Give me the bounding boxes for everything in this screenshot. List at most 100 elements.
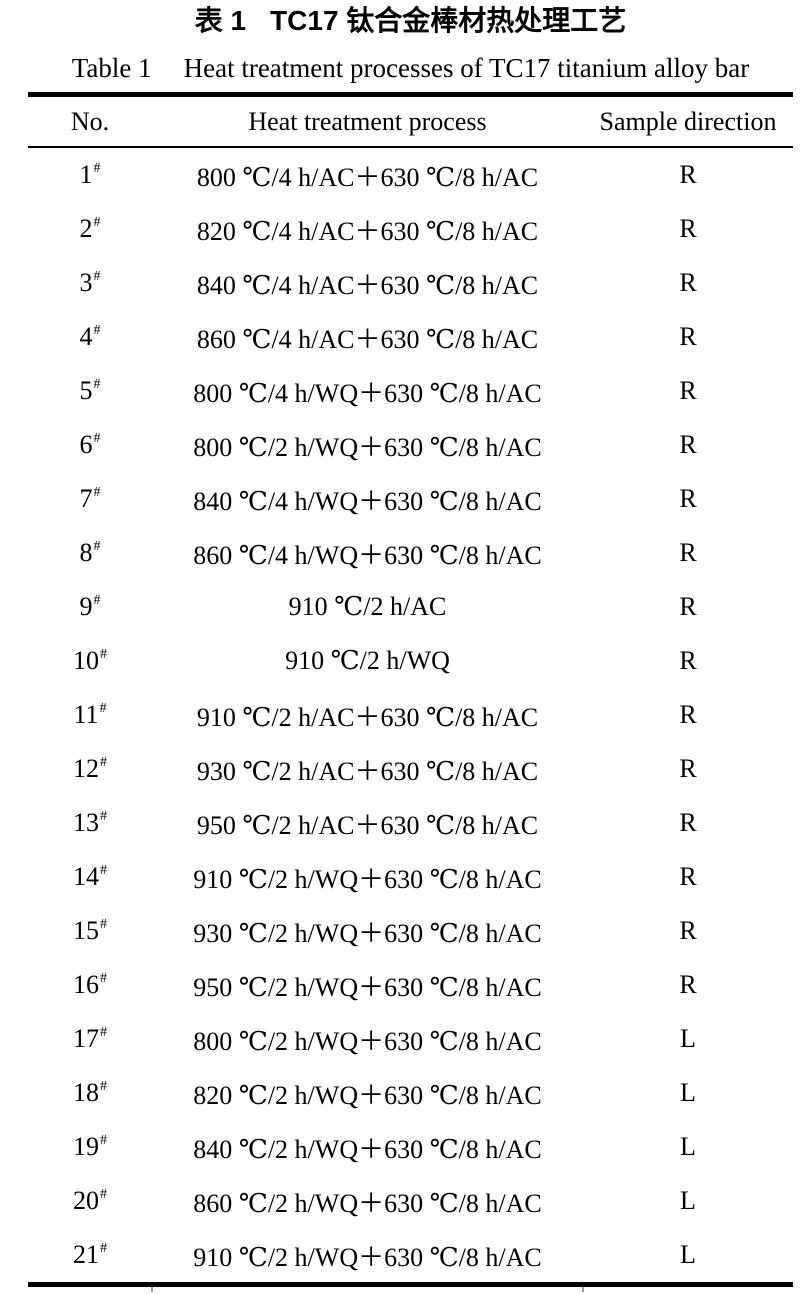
direction-cell: R [679, 484, 697, 513]
row-number-cell: 9# [28, 592, 152, 622]
row-number: 8 [79, 538, 93, 567]
row-number-cell: 19# [28, 1132, 152, 1162]
table-row: 12# 930 ℃/2 h/AC＋630 ℃/8 h/AC R [28, 742, 793, 796]
row-number-hash-mark: # [100, 1079, 107, 1094]
direction-cell: R [679, 322, 697, 351]
row-number-cell: 6# [28, 430, 152, 460]
direction-cell: R [679, 160, 697, 189]
row-number-cell: 16# [28, 970, 152, 1000]
row-number-cell: 4# [28, 322, 152, 352]
column-divider-tick [582, 1287, 584, 1292]
process-cell: 910 ℃/2 h/WQ [285, 646, 450, 675]
process-cell: 800 ℃/2 h/WQ＋630 ℃/8 h/AC [193, 1026, 542, 1056]
row-number-cell: 13# [28, 808, 152, 838]
process-cell: 800 ℃/4 h/WQ＋630 ℃/8 h/AC [193, 378, 542, 408]
process-cell: 820 ℃/4 h/AC＋630 ℃/8 h/AC [196, 216, 539, 246]
data-table: No. Heat treatment process Sample direct… [28, 92, 793, 1287]
caption-en-text: Heat treatment processes of TC17 titaniu… [183, 53, 750, 83]
process-cell: 950 ℃/2 h/WQ＋630 ℃/8 h/AC [193, 972, 542, 1002]
row-number: 2 [79, 214, 93, 243]
row-number-hash-mark: # [93, 377, 101, 392]
row-number-hash-mark: # [99, 701, 107, 716]
row-number-cell: 7# [28, 484, 152, 514]
row-number-hash-mark: # [93, 593, 101, 608]
col-header-no: No. [70, 106, 110, 136]
column-divider-tick [151, 1287, 153, 1292]
row-number-hash-mark: # [100, 1187, 107, 1202]
row-number: 13 [73, 808, 99, 837]
process-cell: 910 ℃/2 h/WQ＋630 ℃/8 h/AC [193, 1242, 542, 1272]
table-caption-zh: 表 1 TC17 钛合金棒材热处理工艺 [28, 2, 793, 40]
process-cell: 840 ℃/4 h/AC＋630 ℃/8 h/AC [196, 270, 539, 300]
table-row: 10# 910 ℃/2 h/WQ R [28, 634, 793, 688]
table-row: 6# 800 ℃/2 h/WQ＋630 ℃/8 h/AC R [28, 418, 793, 472]
direction-cell: L [680, 1024, 696, 1053]
caption-zh-text: TC17 钛合金棒材热处理工艺 [270, 5, 627, 36]
table-row: 21# 910 ℃/2 h/WQ＋630 ℃/8 h/AC L [28, 1228, 793, 1282]
process-cell: 860 ℃/2 h/WQ＋630 ℃/8 h/AC [193, 1188, 542, 1218]
table-row: 19# 840 ℃/2 h/WQ＋630 ℃/8 h/AC L [28, 1120, 793, 1174]
row-number: 15 [73, 916, 99, 945]
row-number: 11 [73, 700, 99, 729]
row-number-cell: 18# [28, 1078, 152, 1108]
table-row: 3# 840 ℃/4 h/AC＋630 ℃/8 h/AC R [28, 256, 793, 310]
row-number-hash-mark: # [100, 971, 107, 986]
process-cell: 910 ℃/2 h/WQ＋630 ℃/8 h/AC [193, 864, 542, 894]
row-number-cell: 17# [28, 1024, 152, 1054]
direction-cell: R [679, 268, 697, 297]
process-cell: 840 ℃/4 h/WQ＋630 ℃/8 h/AC [193, 486, 542, 516]
row-number: 17 [73, 1024, 99, 1053]
direction-cell: R [679, 808, 697, 837]
process-cell: 950 ℃/2 h/AC＋630 ℃/8 h/AC [196, 810, 539, 840]
row-number-cell: 12# [28, 754, 152, 784]
row-number-cell: 5# [28, 376, 152, 406]
process-cell: 910 ℃/2 h/AC＋630 ℃/8 h/AC [196, 702, 539, 732]
row-number-hash-mark: # [93, 215, 101, 230]
table-row: 2# 820 ℃/4 h/AC＋630 ℃/8 h/AC R [28, 202, 793, 256]
row-number: 1 [79, 160, 93, 189]
row-number: 18 [73, 1078, 99, 1107]
direction-cell: L [680, 1186, 696, 1215]
direction-cell: R [679, 970, 697, 999]
row-number-hash-mark: # [93, 539, 101, 554]
table-row: 14# 910 ℃/2 h/WQ＋630 ℃/8 h/AC R [28, 850, 793, 904]
process-cell: 860 ℃/4 h/WQ＋630 ℃/8 h/AC [193, 540, 542, 570]
row-number-hash-mark: # [100, 809, 107, 824]
row-number-hash-mark: # [100, 755, 107, 770]
row-number-cell: 1# [28, 160, 152, 190]
process-cell: 930 ℃/2 h/AC＋630 ℃/8 h/AC [196, 756, 539, 786]
row-number: 10 [73, 646, 99, 675]
process-cell: 800 ℃/4 h/AC＋630 ℃/8 h/AC [196, 162, 539, 192]
row-number-hash-mark: # [93, 323, 101, 338]
table-header-row: No. Heat treatment process Sample direct… [28, 97, 793, 148]
direction-cell: R [679, 376, 697, 405]
row-number-cell: 10# [28, 646, 152, 676]
caption-zh-label: 表 1 [194, 5, 247, 36]
row-number-cell: 15# [28, 916, 152, 946]
row-number: 16 [73, 970, 99, 999]
row-number: 5 [79, 376, 93, 405]
process-cell: 860 ℃/4 h/AC＋630 ℃/8 h/AC [196, 324, 539, 354]
direction-cell: R [679, 592, 697, 621]
table-row: 16# 950 ℃/2 h/WQ＋630 ℃/8 h/AC R [28, 958, 793, 1012]
process-cell: 820 ℃/2 h/WQ＋630 ℃/8 h/AC [193, 1080, 542, 1110]
table-caption-en: Table 1 Heat treatment processes of TC17… [28, 50, 793, 86]
table-row: 9# 910 ℃/2 h/AC R [28, 580, 793, 634]
row-number: 12 [73, 754, 99, 783]
table-row: 11# 910 ℃/2 h/AC＋630 ℃/8 h/AC R [28, 688, 793, 742]
row-number-hash-mark: # [100, 1025, 107, 1040]
direction-cell: R [679, 700, 697, 729]
direction-cell: L [680, 1240, 696, 1269]
row-number-cell: 8# [28, 538, 152, 568]
row-number-hash-mark: # [100, 1241, 107, 1256]
row-number: 19 [73, 1132, 99, 1161]
table-row: 17# 800 ℃/2 h/WQ＋630 ℃/8 h/AC L [28, 1012, 793, 1066]
row-number: 21 [73, 1240, 99, 1269]
row-number: 7 [79, 484, 93, 513]
row-number-cell: 11# [28, 700, 152, 730]
row-number: 14 [73, 862, 99, 891]
direction-cell: R [679, 862, 697, 891]
row-number: 3 [79, 268, 93, 297]
row-number-hash-mark: # [100, 1133, 107, 1148]
